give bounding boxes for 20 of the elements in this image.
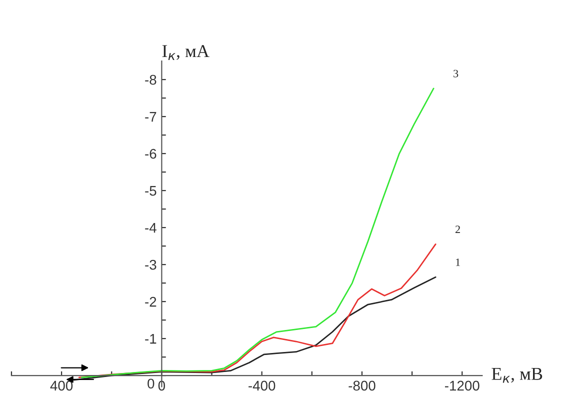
x-tick-label: -400 [248,380,276,391]
line-series [80,88,434,378]
y-axis-title: I$_{к}$, мА [162,45,210,60]
x-tick-label: 400 [50,380,73,391]
y-tick-label: -7 [145,112,156,122]
y-tick-label: -3 [145,260,156,270]
y-tick-label: -8 [145,74,156,85]
x-tick-label: -1200 [444,380,480,391]
x-tick-label: -800 [348,380,376,391]
text: 3 [454,70,458,78]
x-tick-label: 0 [158,380,166,391]
y-tick-label: -2 [145,296,156,307]
text: 2 [456,226,460,233]
line-series [78,244,436,378]
y-tick-label: -6 [145,148,156,159]
x-axis-title: E$_{к}$, мВ [492,368,542,383]
y-tick-label: -1 [145,334,156,344]
y-tick-label: -4 [145,223,156,233]
text: 1 [456,258,460,266]
y-tick-label: -5 [145,186,156,196]
